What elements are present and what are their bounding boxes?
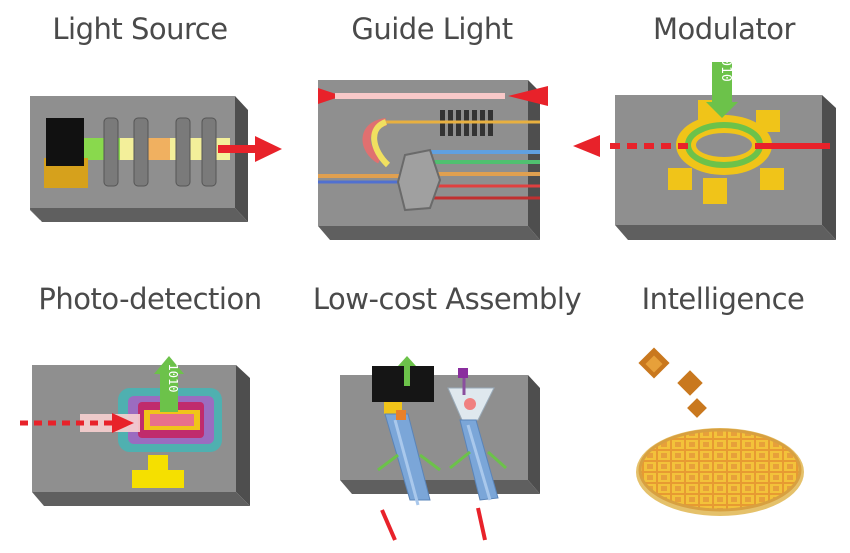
data-input-arrow (712, 62, 732, 106)
input-arrow-icon (508, 86, 548, 106)
intelligence-label: Intelligence (641, 282, 805, 316)
photo-detection-label: Photo-detection (38, 282, 262, 316)
data-output-arrow (160, 372, 178, 412)
demux-prism (396, 148, 442, 212)
chip-front (30, 208, 248, 222)
chip-die-icon (638, 347, 707, 418)
modulator-bits: 1010 (718, 50, 733, 81)
assembly-label: Low-cost Assembly (312, 282, 582, 316)
input-arrow-icon (112, 413, 134, 433)
light-source-label: Light Source (52, 12, 228, 46)
output-arrow-icon (573, 135, 600, 157)
detector-pad (132, 455, 184, 488)
laser-module (372, 366, 434, 402)
grating-bar (133, 117, 149, 187)
grating-bar (201, 117, 217, 187)
grating-bar (175, 117, 191, 187)
output-arrow-icon (255, 136, 282, 162)
chip-side (235, 96, 248, 222)
guide-light-label: Guide Light (351, 12, 513, 46)
modulator-label: Modulator (653, 12, 795, 46)
grating-bar (103, 117, 119, 187)
detector-bits: 1010 (166, 364, 180, 393)
laser-diode-icon (46, 118, 84, 166)
